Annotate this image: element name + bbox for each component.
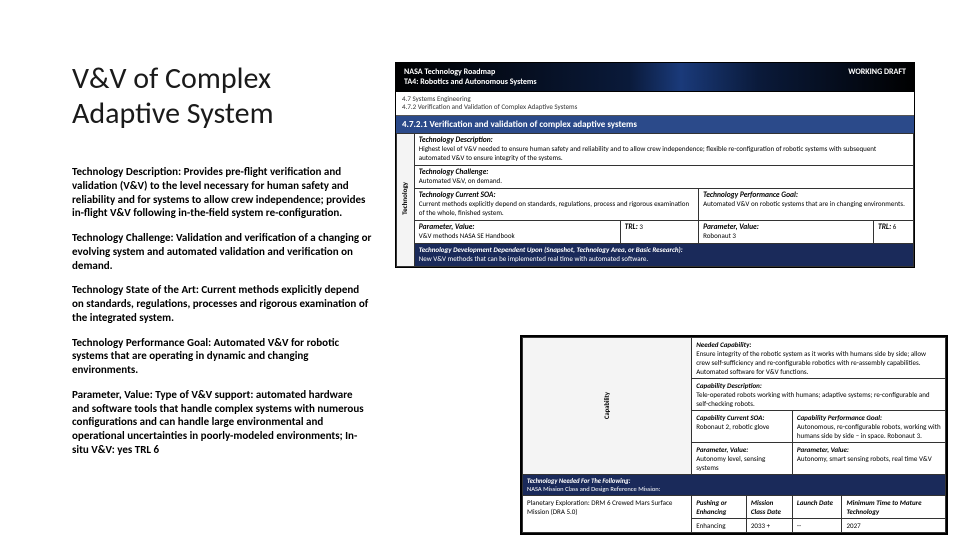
col-launch: Launch Date (792, 496, 842, 519)
capability-table: Capability Needed Capability: Ensure int… (522, 337, 946, 533)
tech-perf-goal-cell: Technology Performance Goal: Automated V… (699, 189, 914, 221)
needed-for-header: Technology Needed For The Following: NAS… (523, 475, 946, 496)
banner-draft-label: WORKING DRAFT (848, 67, 906, 77)
capability-perf-goal-cell: Capability Performance Goal: Autonomous,… (792, 411, 945, 443)
mission-cell: Planetary Exploration: DRM 6 Crewed Mars… (523, 496, 692, 533)
slide: V&V of Complex Adaptive System Technolog… (0, 0, 960, 540)
title-line-1: V&V of Complex (72, 60, 271, 97)
cap-param-right: Parameter, Value: Autonomy, smart sensin… (792, 443, 945, 475)
banner-subtitle: TA4: Robotics and Autonomous Systems (404, 77, 537, 87)
trl-right-cell: TRL: 6 (874, 220, 914, 243)
val-pushing: Enhancing (692, 519, 747, 533)
val-launch: -- (792, 519, 842, 533)
capability-desc-cell: Capability Description: Tele-operated ro… (692, 379, 946, 411)
capability-rowlabel: Capability (523, 338, 692, 475)
col-min-time: Minimum Time to Mature Technology (842, 496, 946, 519)
col-class-date: Mission Class Date (746, 496, 792, 519)
parameter-value: Parameter, Value: Type of V&V support: a… (72, 388, 372, 457)
technology-rowlabel: Technology (397, 134, 415, 267)
banner-title: NASA Technology Roadmap (404, 67, 537, 77)
roadmap-breadcrumb: 4.7 Systems Engineering 4.7.2 Verificati… (396, 92, 914, 116)
body-text: Technology Description: Provides pre-fli… (72, 165, 372, 468)
technology-table: Technology Technology Description: Highe… (396, 133, 914, 267)
capability-screenshot: Capability Needed Capability: Ensure int… (520, 335, 948, 535)
trl-left-cell: TRL: 3 (620, 220, 698, 243)
capability-soa-cell: Capability Current SOA: Robonaut 2, robo… (692, 411, 793, 443)
tech-challenge: Technology Challenge: Validation and ver… (72, 231, 372, 272)
val-min-time: 2027 (842, 519, 946, 533)
tech-soa: Technology State of the Art: Current met… (72, 283, 372, 324)
val-class-date: 2033 + (746, 519, 792, 533)
needed-capability-cell: Needed Capability: Ensure integrity of t… (692, 338, 946, 379)
tech-desc-cell: Technology Description: Highest level of… (414, 134, 913, 166)
tech-challenge-cell: Technology Challenge: Automated V&V, on … (414, 165, 913, 188)
roadmap-banner: NASA Technology Roadmap TA4: Robotics an… (396, 63, 914, 92)
tech-performance-goal: Technology Performance Goal: Automated V… (72, 336, 372, 377)
roadmap-section-bar: 4.7.2.1 Verification and validation of c… (396, 116, 914, 133)
cap-param-left: Parameter, Value: Autonomy level, sensin… (692, 443, 793, 475)
tech-description: Technology Description: Provides pre-fli… (72, 165, 372, 220)
tech-dependent-cell: Technology Development Dependent Upon (S… (414, 244, 913, 267)
title-line-2: Adaptive System (72, 95, 274, 132)
tech-soa-cell: Technology Current SOA: Current methods … (414, 189, 698, 221)
col-pushing: Pushing or Enhancing (692, 496, 747, 519)
roadmap-screenshot: NASA Technology Roadmap TA4: Robotics an… (395, 62, 915, 268)
param-left-cell: Parameter, Value: V&V methods NASA SE Ha… (414, 220, 620, 243)
param-right-cell: Parameter, Value: Robonaut 3 (699, 220, 874, 243)
crumb-2: 4.7.2 Verification and Validation of Com… (402, 103, 908, 111)
slide-title: V&V of Complex Adaptive System (72, 62, 274, 131)
